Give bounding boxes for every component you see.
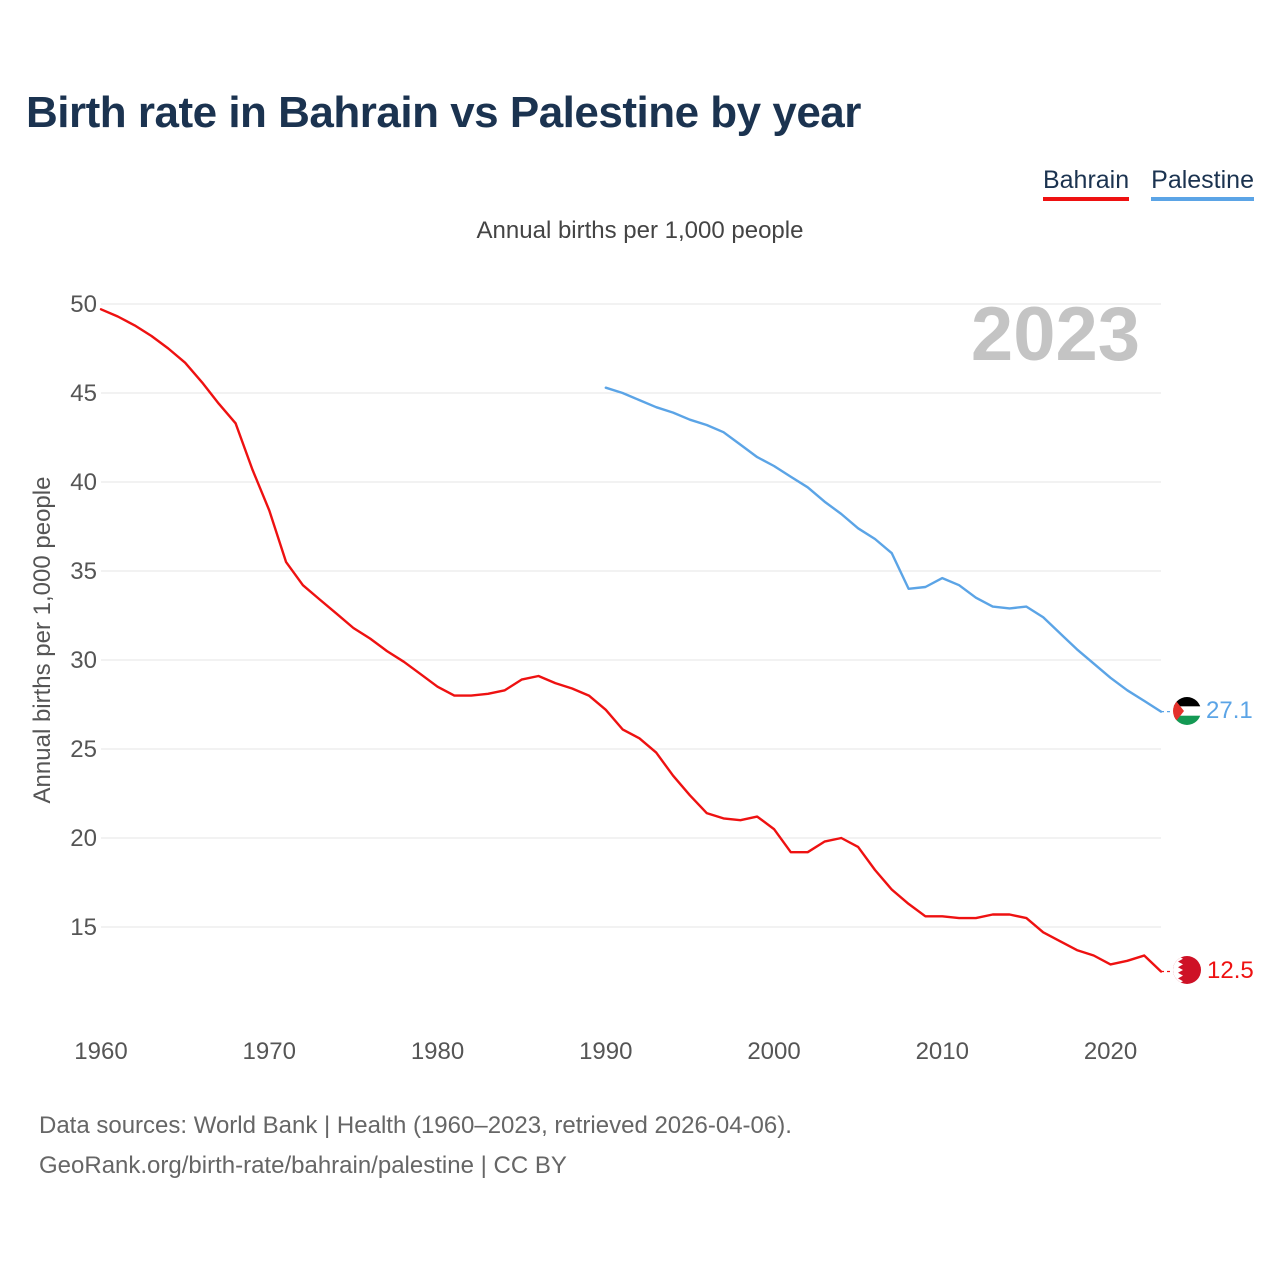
legend-item-palestine[interactable]: Palestine [1151, 166, 1254, 201]
y-tick-label: 45 [70, 380, 97, 407]
series-line-bahrain [99, 308, 1163, 973]
footer-source: Data sources: World Bank | Health (1960–… [39, 1112, 792, 1139]
x-tick-label: 2010 [916, 1038, 969, 1065]
bahrain-flag-icon [1173, 956, 1201, 984]
palestine-flag-icon [1173, 697, 1201, 725]
y-axis-label: Annual births per 1,000 people [29, 477, 56, 804]
chart-subtitle: Annual births per 1,000 people [476, 217, 804, 244]
series-line-palestine [604, 386, 1163, 713]
y-axis-ticks: 15 20 25 30 35 40 45 50 [70, 291, 97, 941]
y-tick-label: 25 [70, 736, 97, 763]
y-tick-label: 15 [70, 914, 97, 941]
legend-item-bahrain[interactable]: Bahrain [1042, 166, 1130, 201]
x-tick-label: 1990 [579, 1038, 632, 1065]
year-watermark: 2023 [971, 292, 1140, 377]
x-axis-ticks: 1960 1970 1980 1990 2000 2010 2020 [74, 1038, 1137, 1065]
chart-title: Birth rate in Bahrain vs Palestine by ye… [26, 88, 861, 137]
grid-lines [101, 303, 1161, 928]
series-lines [99, 308, 1173, 973]
x-tick-label: 1980 [411, 1038, 464, 1065]
legend: Bahrain Palestine [1042, 166, 1254, 201]
y-tick-label: 50 [70, 291, 97, 318]
y-tick-label: 35 [70, 558, 97, 585]
y-tick-label: 20 [70, 825, 97, 852]
end-value-label-palestine: 27.1 [1206, 697, 1253, 724]
x-tick-label: 2000 [747, 1038, 800, 1065]
x-tick-label: 2020 [1084, 1038, 1137, 1065]
y-tick-label: 40 [70, 469, 97, 496]
footer-link: GeoRank.org/birth-rate/bahrain/palestine… [39, 1152, 567, 1179]
x-tick-label: 1960 [74, 1038, 127, 1065]
footer: Data sources: World Bank | Health (1960–… [39, 1106, 792, 1186]
x-tick-label: 1970 [243, 1038, 296, 1065]
line-chart: 2023 15 20 25 30 35 40 45 50 1960 1970 1980 1990 20… [29, 291, 1254, 1065]
end-value-label-bahrain: 12.5 [1207, 957, 1254, 984]
y-tick-label: 30 [70, 647, 97, 674]
